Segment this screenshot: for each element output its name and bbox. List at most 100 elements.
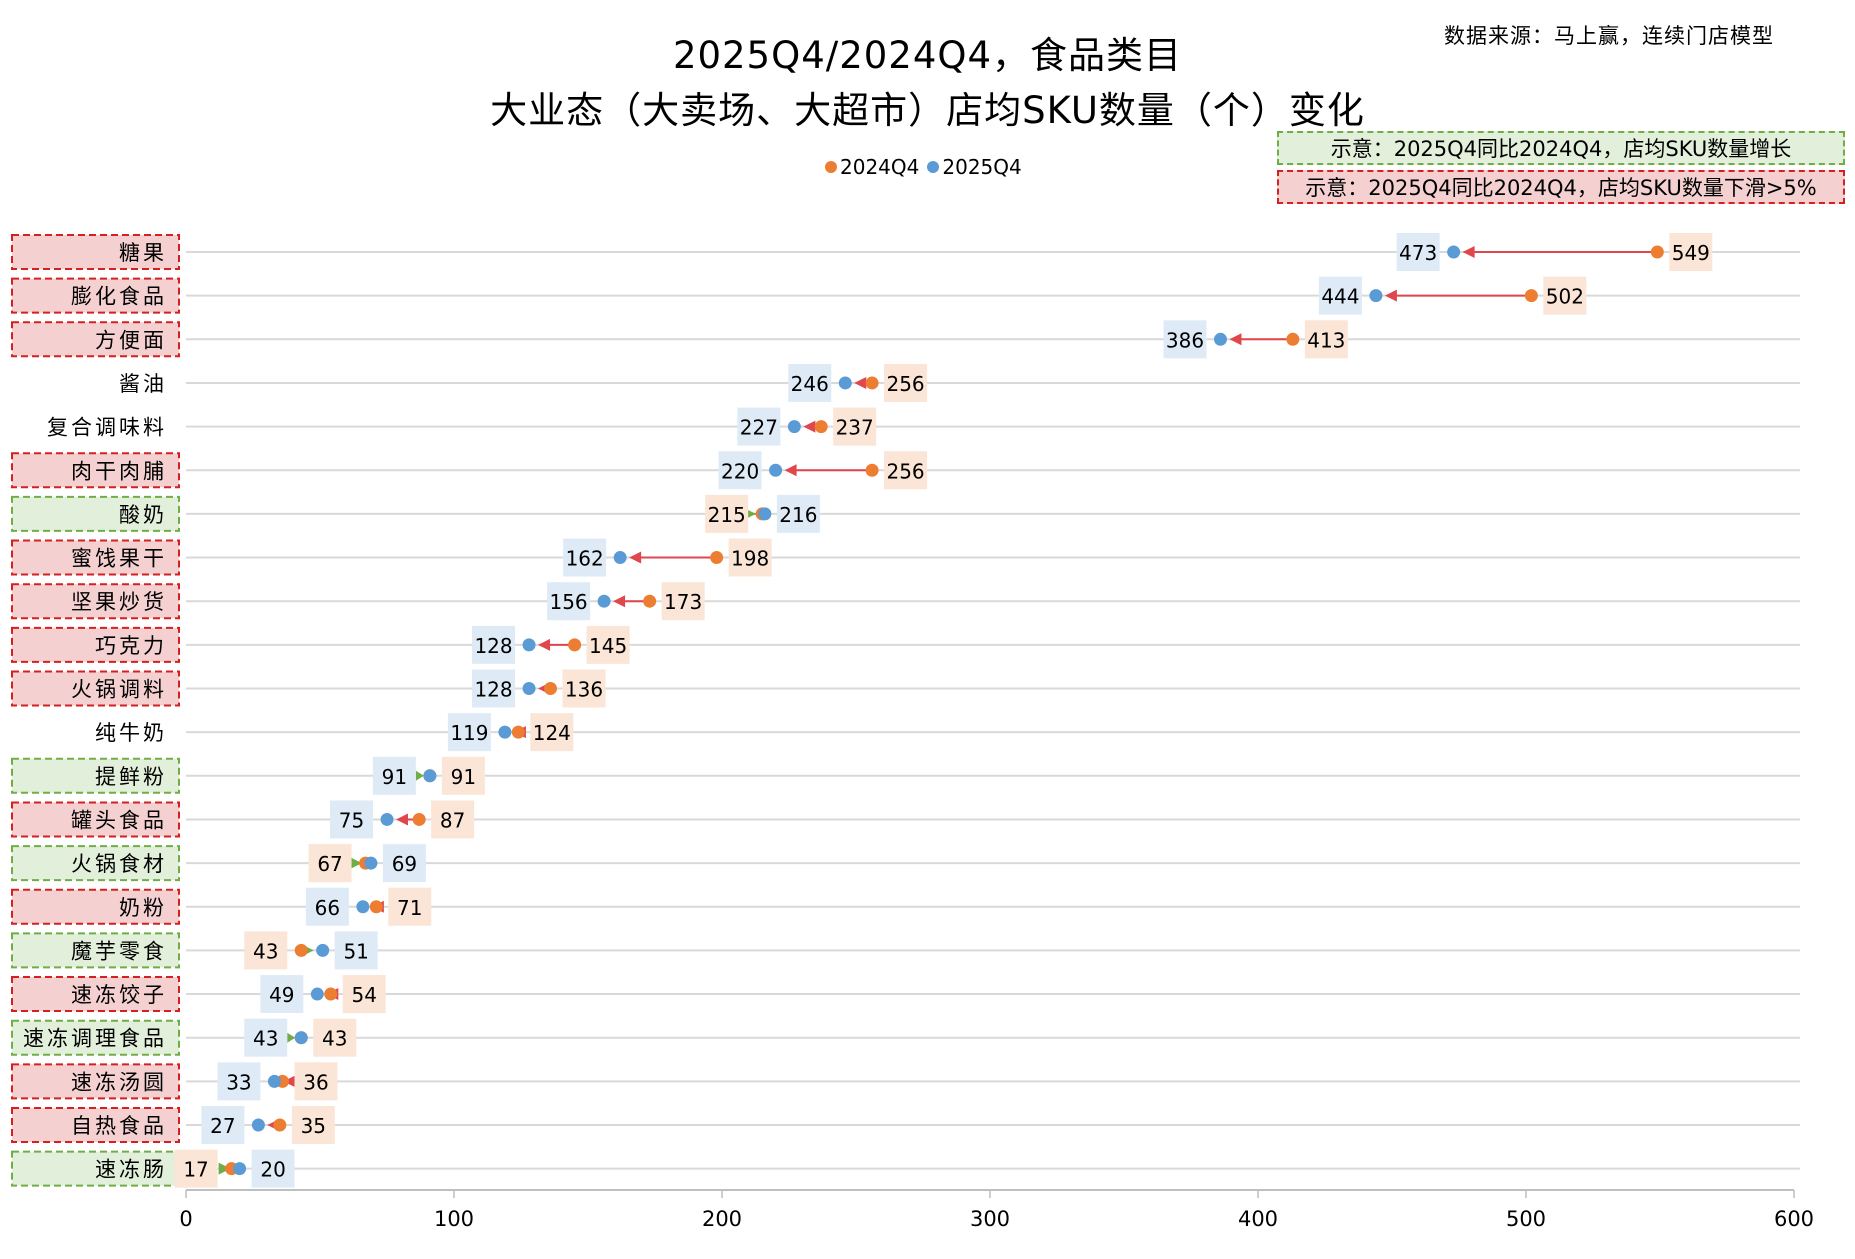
category-highlight-box (11, 626, 180, 663)
change-arrow-head (629, 551, 642, 564)
category-highlight-box (11, 1107, 180, 1143)
category-label: 巧克力 (95, 634, 167, 658)
point-2025q4 (423, 769, 437, 783)
x-tick-label: 400 (1238, 1207, 1278, 1231)
point-2025q4 (233, 1162, 247, 1176)
x-tick-label: 600 (1774, 1207, 1814, 1231)
value-label-bg (388, 887, 432, 926)
value-label-2025q4: 27 (210, 1114, 235, 1138)
change-arrow-head (396, 813, 408, 826)
category-label: 纯牛奶 (95, 721, 167, 745)
value-label-bg (447, 713, 491, 752)
value-label-2024q4: 237 (836, 416, 874, 440)
value-label-bg (334, 931, 378, 970)
value-label-2024q4: 87 (440, 808, 465, 832)
legend-marker-2024 (825, 161, 837, 173)
category-highlight-box (11, 976, 180, 1013)
value-label-2025q4: 128 (474, 678, 512, 702)
point-2025q4 (316, 943, 330, 957)
value-label-bg (441, 756, 485, 795)
point-2024q4 (568, 638, 582, 652)
category-highlight-box (11, 1150, 180, 1187)
value-label-2025q4: 75 (339, 808, 364, 832)
value-label-2025q4: 473 (1399, 241, 1437, 265)
category-highlight-box (11, 234, 180, 270)
category-highlight-box (11, 539, 180, 576)
point-2025q4 (356, 900, 370, 914)
value-label-2024q4: 549 (1672, 241, 1710, 265)
legend-label-2025: 2025Q4 (942, 155, 1022, 179)
category-label: 肉干肉脯 (71, 459, 167, 483)
value-label-2025q4: 227 (740, 416, 778, 440)
category-label: 罐头食品 (71, 808, 167, 832)
change-arrow-head (218, 1162, 231, 1175)
value-label-bg (305, 887, 349, 926)
category-label: 速冻饺子 (71, 983, 167, 1007)
category-label: 魔芋零食 (71, 939, 167, 963)
value-label-2025q4: 20 (260, 1158, 285, 1182)
value-label-bg (705, 494, 749, 533)
category-label: 速冻调理食品 (23, 1027, 167, 1051)
change-arrow-head (538, 638, 551, 651)
change-arrow-head (1229, 333, 1242, 346)
legend-label-2024: 2024Q4 (840, 155, 920, 179)
category-highlight-box (11, 277, 180, 314)
value-label-bg (788, 363, 832, 402)
change-arrow-head (287, 1032, 296, 1043)
value-label-2024q4: 71 (397, 896, 422, 920)
category-label: 速冻汤圆 (71, 1070, 167, 1094)
value-label-2025q4: 128 (474, 634, 512, 658)
category-highlight-box (11, 670, 180, 707)
point-2025q4 (364, 856, 378, 870)
x-tick-label: 0 (179, 1207, 192, 1231)
value-label-2025q4: 162 (566, 547, 604, 571)
value-label-bg (728, 538, 772, 577)
point-2025q4 (498, 725, 512, 739)
x-tick-label: 500 (1506, 1207, 1546, 1231)
point-2024q4 (369, 900, 383, 914)
point-2025q4 (1213, 332, 1227, 346)
point-2024q4 (643, 594, 657, 608)
point-2024q4 (511, 725, 525, 739)
value-label-bg (1669, 233, 1713, 271)
value-label-bg (1396, 233, 1440, 271)
value-label-2025q4: 49 (269, 983, 294, 1007)
change-arrow-head (854, 376, 867, 389)
point-2024q4 (1286, 332, 1300, 346)
point-2024q4 (710, 551, 724, 565)
category-highlight-box (11, 495, 180, 532)
point-2024q4 (865, 376, 879, 390)
change-arrow-head (1462, 246, 1475, 258)
category-label: 酱油 (119, 372, 167, 396)
category-label: 速冻肠 (95, 1158, 167, 1182)
category-highlight-box (11, 1063, 180, 1100)
value-label-bg (382, 844, 426, 883)
change-arrow-head (613, 595, 626, 608)
point-2025q4 (522, 638, 536, 652)
value-label-2025q4: 246 (791, 372, 829, 396)
point-2025q4 (758, 507, 772, 521)
value-label-2025q4: 51 (343, 939, 368, 963)
value-label-bg (174, 1149, 218, 1188)
point-2024q4 (543, 682, 557, 695)
point-2024q4 (814, 420, 828, 434)
value-label-2024q4: 54 (351, 983, 376, 1007)
value-label-bg (737, 407, 781, 446)
legend-marker-2025 (927, 161, 940, 173)
value-label-bg (718, 451, 762, 490)
point-2024q4 (1650, 245, 1664, 259)
value-label-bg (294, 1062, 338, 1101)
value-label-2025q4: 216 (779, 503, 817, 527)
legend-item-2025: 2025Q4 (927, 155, 1022, 179)
category-highlight-box (11, 583, 180, 620)
point-2024q4 (324, 987, 338, 1001)
value-label-bg (342, 975, 386, 1014)
value-label-bg (833, 407, 877, 446)
category-highlight-box (11, 845, 180, 882)
category-highlight-box (11, 757, 180, 794)
value-label-bg (563, 538, 607, 577)
point-2025q4 (380, 812, 394, 826)
point-2025q4 (838, 376, 852, 390)
category-label: 方便面 (95, 328, 167, 352)
value-label-bg (776, 494, 820, 533)
